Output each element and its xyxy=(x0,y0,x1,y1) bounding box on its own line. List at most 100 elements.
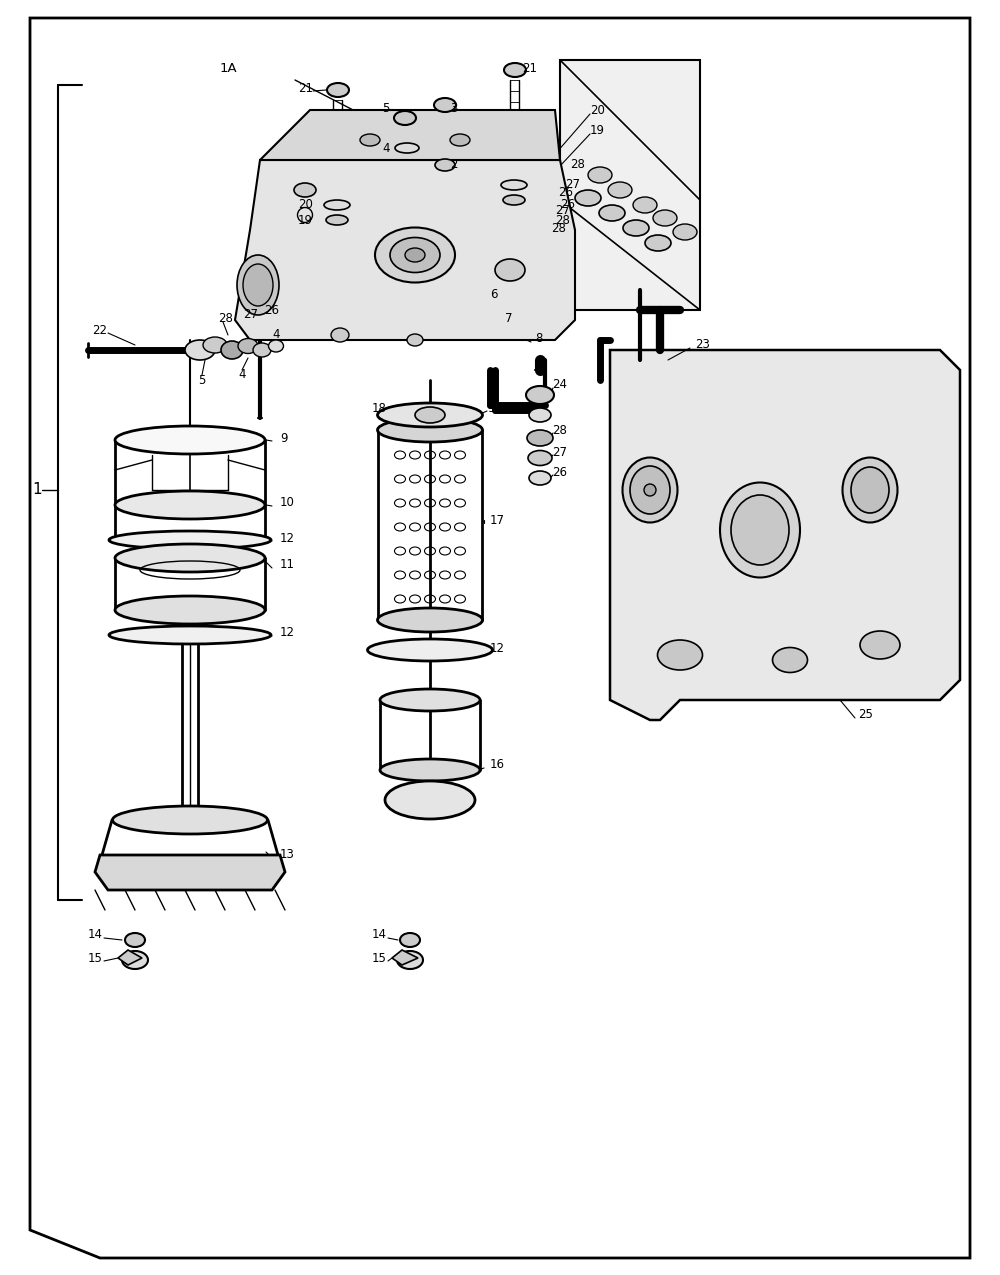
Text: 4: 4 xyxy=(382,142,390,154)
Ellipse shape xyxy=(268,340,284,352)
Text: 13: 13 xyxy=(280,848,295,862)
Ellipse shape xyxy=(125,933,145,947)
Ellipse shape xyxy=(495,259,525,280)
Ellipse shape xyxy=(720,482,800,578)
Ellipse shape xyxy=(115,426,265,454)
Ellipse shape xyxy=(528,450,552,465)
Ellipse shape xyxy=(397,951,423,969)
Ellipse shape xyxy=(407,334,423,346)
Ellipse shape xyxy=(109,626,271,644)
Text: 7: 7 xyxy=(505,311,512,325)
Ellipse shape xyxy=(380,759,480,782)
Ellipse shape xyxy=(851,467,889,513)
Ellipse shape xyxy=(623,221,649,236)
Ellipse shape xyxy=(378,418,482,442)
Text: 24: 24 xyxy=(552,379,567,391)
Ellipse shape xyxy=(375,227,455,283)
Text: 9: 9 xyxy=(280,431,288,445)
Ellipse shape xyxy=(527,430,553,446)
Ellipse shape xyxy=(501,180,527,190)
Text: 4: 4 xyxy=(272,329,280,342)
Text: 23: 23 xyxy=(695,338,710,352)
Text: 10: 10 xyxy=(280,496,295,510)
Ellipse shape xyxy=(658,640,702,669)
Ellipse shape xyxy=(368,639,492,660)
Text: 20: 20 xyxy=(590,103,605,116)
Ellipse shape xyxy=(122,951,148,969)
Ellipse shape xyxy=(415,407,445,423)
Ellipse shape xyxy=(860,631,900,659)
Polygon shape xyxy=(392,950,418,965)
Ellipse shape xyxy=(385,782,475,819)
Text: 15: 15 xyxy=(372,951,387,964)
Ellipse shape xyxy=(504,62,526,76)
Text: 3: 3 xyxy=(450,102,457,115)
Ellipse shape xyxy=(253,343,271,357)
Text: 16: 16 xyxy=(490,759,505,771)
Ellipse shape xyxy=(378,608,482,632)
Ellipse shape xyxy=(575,190,601,207)
Ellipse shape xyxy=(331,328,349,342)
Text: 5: 5 xyxy=(198,374,206,386)
Text: 6: 6 xyxy=(490,288,498,301)
Text: 8: 8 xyxy=(535,332,542,344)
Polygon shape xyxy=(95,856,285,890)
Ellipse shape xyxy=(327,83,349,97)
Text: 9: 9 xyxy=(487,402,494,414)
Text: 28: 28 xyxy=(555,213,570,227)
Text: 14: 14 xyxy=(372,928,387,941)
Ellipse shape xyxy=(185,340,215,360)
Text: 19: 19 xyxy=(590,124,605,136)
Ellipse shape xyxy=(294,184,316,198)
Text: 26: 26 xyxy=(558,185,573,199)
Text: 27: 27 xyxy=(555,204,570,217)
Ellipse shape xyxy=(653,210,677,226)
Ellipse shape xyxy=(435,159,455,171)
Text: 26: 26 xyxy=(560,199,575,212)
Ellipse shape xyxy=(529,408,551,422)
Ellipse shape xyxy=(324,200,350,210)
Ellipse shape xyxy=(405,249,425,261)
Text: 25: 25 xyxy=(858,709,873,722)
Ellipse shape xyxy=(326,215,348,224)
Text: 28: 28 xyxy=(552,423,567,436)
Text: 28: 28 xyxy=(551,222,566,235)
Ellipse shape xyxy=(450,134,470,147)
Polygon shape xyxy=(235,159,575,340)
Ellipse shape xyxy=(238,338,258,353)
Ellipse shape xyxy=(633,198,657,213)
Text: 27: 27 xyxy=(243,307,258,320)
Text: 21: 21 xyxy=(522,61,537,74)
Text: 1: 1 xyxy=(32,482,42,497)
Text: 4: 4 xyxy=(238,368,246,381)
Ellipse shape xyxy=(588,167,612,184)
Text: 20: 20 xyxy=(298,199,313,212)
Text: 14: 14 xyxy=(88,928,103,941)
Ellipse shape xyxy=(434,98,456,112)
Ellipse shape xyxy=(673,224,697,240)
Ellipse shape xyxy=(360,134,380,147)
Ellipse shape xyxy=(394,111,416,125)
Text: 2: 2 xyxy=(450,158,458,172)
Polygon shape xyxy=(30,18,970,1258)
Ellipse shape xyxy=(645,235,671,251)
Text: 19: 19 xyxy=(298,213,313,227)
Ellipse shape xyxy=(526,386,554,404)
Polygon shape xyxy=(260,110,560,159)
Ellipse shape xyxy=(395,143,419,153)
Text: 12: 12 xyxy=(490,641,505,654)
Ellipse shape xyxy=(203,337,227,353)
Ellipse shape xyxy=(608,182,632,198)
Ellipse shape xyxy=(622,458,678,523)
Ellipse shape xyxy=(115,595,265,623)
Text: 18: 18 xyxy=(372,402,387,414)
Text: 12: 12 xyxy=(280,626,295,640)
Ellipse shape xyxy=(630,465,670,514)
Ellipse shape xyxy=(772,648,808,672)
Text: 26: 26 xyxy=(552,465,567,478)
Ellipse shape xyxy=(243,264,273,306)
Text: 22: 22 xyxy=(92,324,107,337)
Ellipse shape xyxy=(115,491,265,519)
Text: 17: 17 xyxy=(490,514,505,527)
Ellipse shape xyxy=(378,403,482,427)
